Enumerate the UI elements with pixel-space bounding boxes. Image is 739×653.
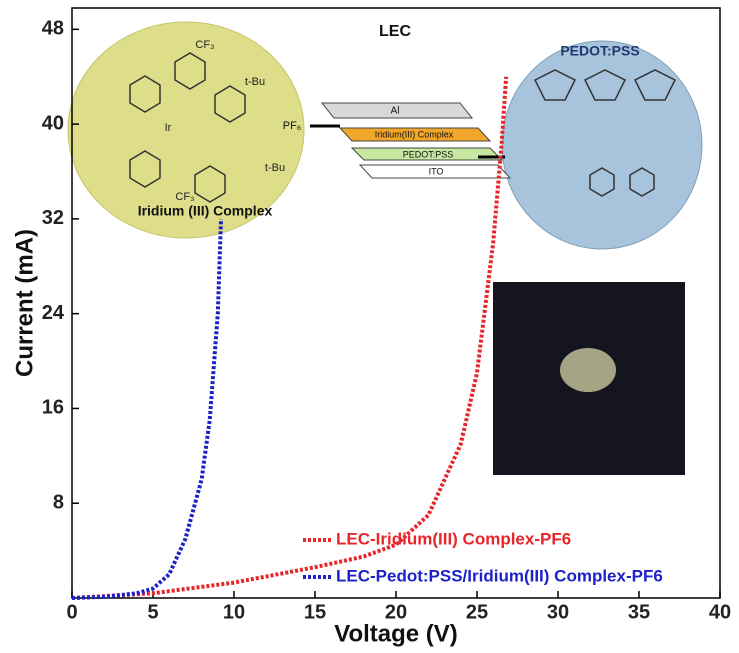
annotation: LEC [379, 23, 411, 40]
chart: Voltage (V) Current (mA) 0 5 10 15 20 25 30 35 4… [0, 0, 739, 653]
annotation: Al [391, 106, 400, 117]
annotation: PEDOT:PSS [403, 149, 454, 159]
x-tick-label: 20 [385, 601, 407, 623]
x-tick-label: 25 [466, 601, 488, 623]
x-axis-label: Voltage (V) [334, 620, 458, 647]
annotation: t-Bu [245, 76, 265, 88]
annotation: ITO [429, 166, 444, 176]
y-tick-label: 16 [42, 397, 64, 419]
y-tick-label: 40 [42, 112, 64, 134]
y-tick-label: 48 [42, 18, 64, 40]
x-tick-label: 0 [66, 601, 77, 623]
y-axis-label: Current (mA) [11, 229, 38, 377]
annotation: CF₃ [175, 191, 194, 203]
series-line [72, 219, 221, 598]
annotation: Ir [165, 122, 172, 134]
y-tick-label: 8 [53, 492, 64, 514]
annotation: CF₃ [195, 39, 214, 51]
x-tick-label: 10 [223, 601, 245, 623]
annotation: Iridium (III) Complex [138, 203, 273, 219]
x-tick-label: 5 [147, 601, 158, 623]
x-tick-label: 15 [304, 601, 326, 623]
device-stack [310, 103, 510, 178]
legend-label: LEC-Iridium(III) Complex-PF6 [336, 529, 571, 548]
annotation: t-Bu [265, 162, 285, 174]
y-tick-label: 32 [42, 207, 64, 229]
annotation: PF₆ [283, 120, 302, 132]
y-tick-label: 24 [42, 302, 65, 324]
annotation: PEDOT:PSS [560, 43, 639, 59]
x-tick-label: 35 [628, 601, 650, 623]
annotation: Iridium(III) Complex [375, 129, 454, 139]
x-tick-label: 30 [547, 601, 569, 623]
device-photo-glow [560, 348, 616, 392]
x-tick-label: 40 [709, 601, 731, 623]
legend-label: LEC-Pedot:PSS/Iridium(III) Complex-PF6 [336, 566, 663, 585]
